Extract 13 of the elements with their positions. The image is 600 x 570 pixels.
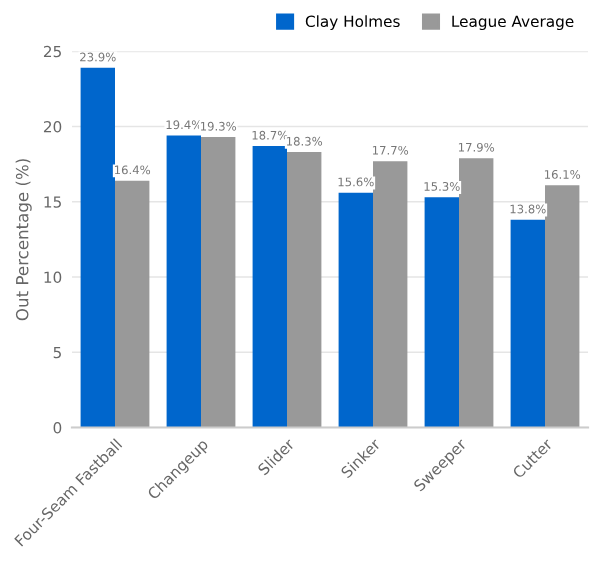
bar xyxy=(424,197,459,428)
bar xyxy=(287,152,322,428)
bar xyxy=(201,137,236,428)
y-axis-title: Out Percentage (%) xyxy=(15,159,32,321)
bar xyxy=(373,161,408,428)
bar xyxy=(338,192,373,428)
bar xyxy=(459,158,494,428)
bar xyxy=(252,146,287,428)
bar xyxy=(545,185,580,428)
bar xyxy=(166,135,201,428)
bar xyxy=(115,180,150,428)
bar xyxy=(80,67,115,428)
bar xyxy=(510,219,545,428)
